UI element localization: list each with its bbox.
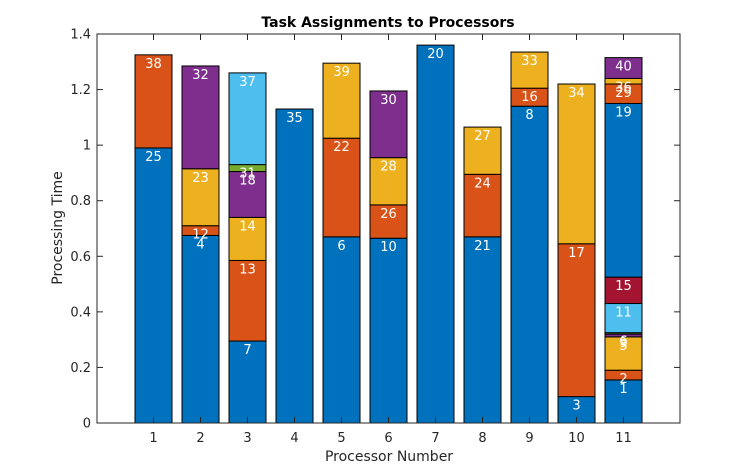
segment-task-label: 36 — [615, 80, 632, 95]
segment-task-label: 19 — [615, 105, 632, 120]
segment-task-label: 16 — [521, 90, 538, 105]
segment-task-label: 34 — [568, 86, 585, 101]
segment-task-label: 12 — [192, 228, 209, 243]
segment-task-label: 37 — [239, 75, 256, 90]
bar-segment — [604, 57, 643, 79]
segment-task-label: 39 — [333, 65, 350, 80]
x-tick-label: 7 — [431, 431, 439, 446]
segment-task-label: 23 — [192, 171, 209, 186]
segment-task-label: 17 — [568, 246, 585, 261]
y-tick-label: 0 — [83, 417, 91, 432]
bars-group: 2538412233271314183137356223910262830202… — [134, 44, 643, 424]
y-tick-label: 0.2 — [70, 361, 91, 376]
bar-segment — [463, 126, 502, 175]
y-axis-label: Processing Time — [50, 171, 66, 284]
x-tick-label: 8 — [478, 431, 486, 446]
segment-task-label: 9 — [619, 336, 627, 351]
y-tick-label: 0.6 — [70, 250, 91, 265]
y-tick-label: 1.4 — [70, 28, 91, 43]
segment-task-label: 38 — [145, 57, 162, 72]
segment-task-label: 40 — [615, 60, 632, 75]
bar-segment — [557, 83, 596, 245]
segment-task-label: 32 — [192, 68, 209, 83]
bar-segment — [134, 147, 173, 424]
x-tick-label: 5 — [337, 431, 345, 446]
segment-task-label: 18 — [239, 174, 256, 189]
bar-segment — [604, 102, 643, 278]
bar-segment — [557, 243, 596, 398]
bar-segment — [181, 168, 220, 227]
x-tick-label: 3 — [243, 431, 251, 446]
segment-task-label: 27 — [474, 129, 491, 144]
segment-task-label: 33 — [521, 54, 538, 69]
segment-task-label: 20 — [427, 47, 444, 62]
bar-segment — [369, 157, 408, 206]
y-tick-label: 0.8 — [70, 194, 91, 209]
x-tick-label: 6 — [384, 431, 392, 446]
x-tick-label: 1 — [149, 431, 157, 446]
bar-segment — [275, 108, 314, 424]
segment-task-label: 10 — [380, 240, 397, 255]
segment-task-label: 5 — [619, 339, 627, 354]
segment-task-label: 28 — [380, 160, 397, 175]
segment-task-label: 13 — [239, 262, 256, 277]
bar-segment — [604, 303, 643, 334]
segment-task-label: 7 — [243, 343, 251, 358]
bar-segment — [322, 62, 361, 139]
bar-segment — [322, 236, 361, 424]
segment-task-label: 6 — [337, 239, 345, 254]
segment-task-label: 30 — [380, 93, 397, 108]
bar-segment — [369, 237, 408, 424]
segment-task-label: 2 — [619, 372, 627, 387]
segment-task-label: 8 — [525, 108, 533, 123]
x-axis: 1 2 3 4 5 6 7 8 9 10 11 — [149, 34, 632, 446]
bar-segment — [604, 276, 643, 305]
segment-task-label: 3 — [572, 399, 580, 414]
x-axis-label: Processor Number — [325, 449, 453, 465]
x-tick-label: 2 — [196, 431, 204, 446]
bar-segment — [510, 51, 549, 89]
bar-segment — [510, 105, 549, 424]
bar-segment — [134, 54, 173, 149]
y-tick-label: 1 — [83, 139, 91, 154]
y-tick-label: 0.4 — [70, 305, 91, 320]
segment-task-label: 6 — [619, 335, 627, 350]
segment-task-label: 22 — [333, 140, 350, 155]
segment-task-label: 25 — [145, 150, 162, 165]
x-tick-label: 11 — [615, 431, 632, 446]
segment-task-label: 14 — [239, 219, 256, 234]
bar-segment — [369, 90, 408, 159]
segment-task-label: 11 — [615, 306, 632, 321]
x-tick-label: 9 — [525, 431, 533, 446]
segment-task-label: 4 — [196, 237, 204, 252]
x-tick-label: 4 — [290, 431, 298, 446]
bar-segment — [416, 44, 455, 424]
segment-task-label: 35 — [286, 111, 303, 126]
bar-segment — [181, 65, 220, 170]
segment-task-label: 15 — [615, 279, 632, 294]
segment-task-label: 26 — [380, 207, 397, 222]
bar-segment — [181, 234, 220, 424]
segment-task-label: 31 — [239, 167, 256, 182]
bar-segment — [604, 336, 643, 371]
bar-segment — [463, 173, 502, 238]
bar-segment — [228, 72, 267, 166]
segment-task-label: 24 — [474, 176, 491, 191]
segment-task-label: 1 — [619, 382, 627, 397]
chart-title: Task Assignments to Processors — [261, 15, 514, 31]
y-axis: 0 0.2 0.4 0.6 0.8 1 1.2 1.4 — [70, 28, 680, 432]
segment-task-label: 29 — [615, 86, 632, 101]
x-tick-label: 10 — [568, 431, 585, 446]
segment-task-label: 21 — [474, 239, 491, 254]
bar-segment — [369, 204, 408, 239]
bar-segment — [463, 236, 502, 424]
y-tick-label: 1.2 — [70, 83, 91, 98]
